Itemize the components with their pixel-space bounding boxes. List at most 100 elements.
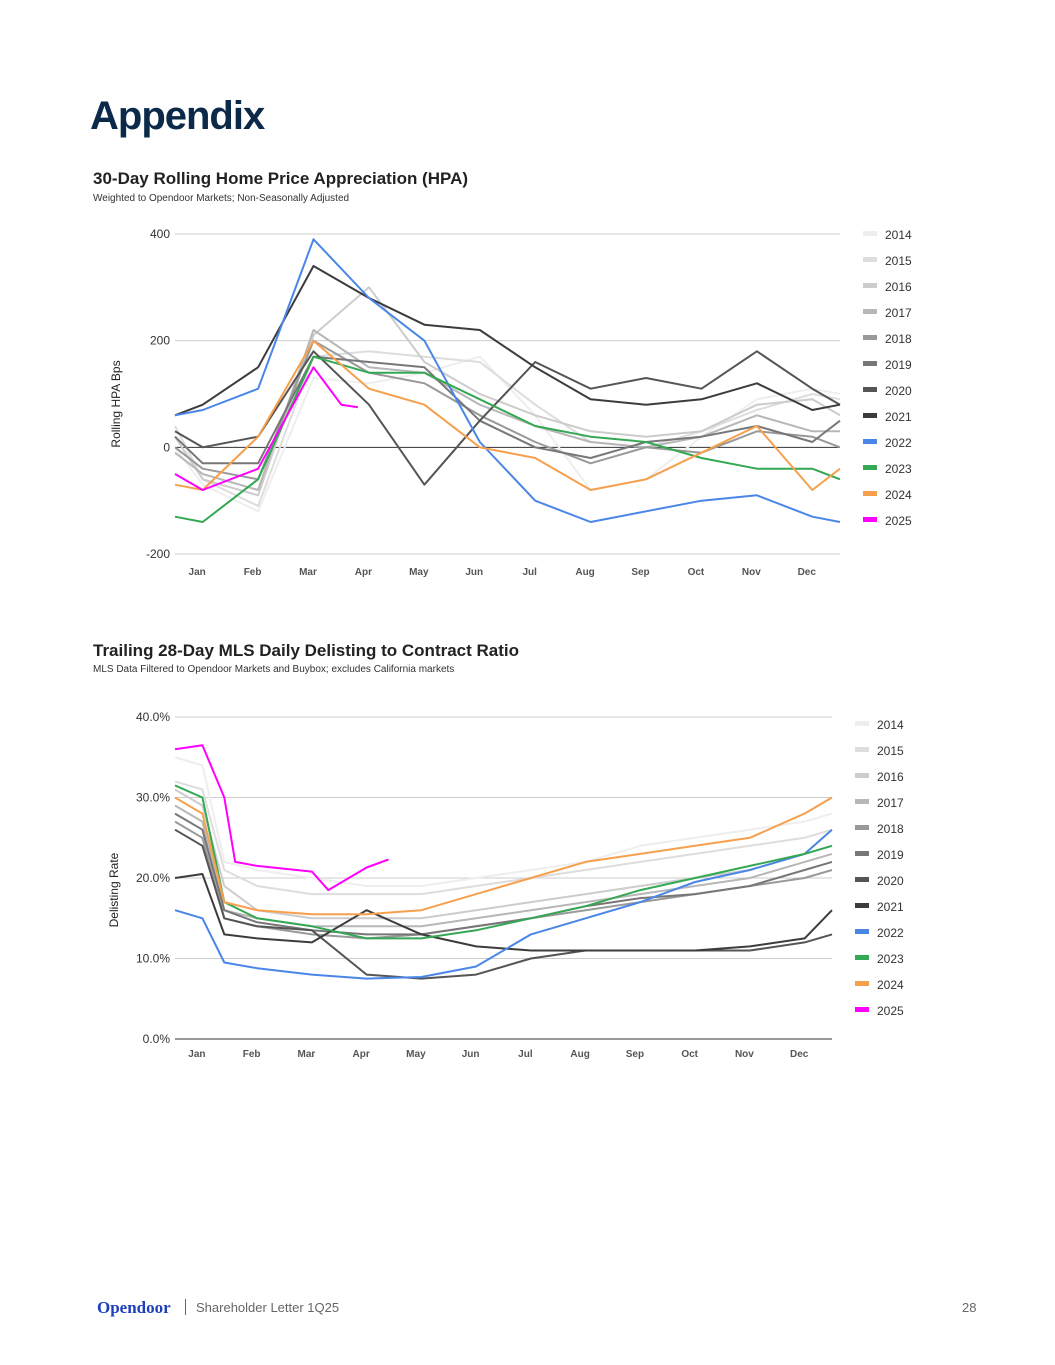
series-line-2015 — [174, 350, 841, 507]
legend-label-2020: 2020 — [885, 384, 912, 398]
legend-label-2023: 2023 — [885, 462, 912, 476]
series-line-2024 — [174, 796, 833, 916]
y-tick-label: 40.0% — [136, 710, 170, 724]
series-line-2016 — [174, 286, 841, 497]
legend-label-2016: 2016 — [885, 280, 912, 294]
legend-label-2015: 2015 — [877, 744, 904, 758]
series-line-2022 — [174, 828, 833, 980]
x-tick-label: May — [409, 567, 429, 578]
legend-swatch-2015 — [855, 747, 869, 752]
x-tick-label: Feb — [243, 1049, 261, 1060]
y-tick-label: 200 — [150, 334, 170, 348]
legend-label-2021: 2021 — [885, 410, 912, 424]
chart-subtitle-delisting: MLS Data Filtered to Opendoor Markets an… — [93, 664, 455, 675]
x-tick-label: Jan — [189, 567, 206, 578]
series-line-2025 — [174, 744, 389, 892]
series-line-2024 — [174, 339, 841, 491]
y-tick-label: -200 — [146, 547, 170, 561]
legend-swatch-2025 — [863, 517, 877, 522]
x-tick-label: Aug — [570, 1049, 589, 1060]
legend-swatch-2024 — [855, 981, 869, 986]
series-line-2023 — [174, 784, 833, 940]
delisting-chart: 40.0% 30.0% 20.0% 10.0% 0.0% Jan Feb Mar Apr May J… — [107, 710, 904, 1060]
x-tick-label: Mar — [298, 1049, 316, 1060]
x-tick-label: Nov — [742, 567, 761, 578]
legend-label-2021: 2021 — [877, 900, 904, 914]
x-tick-label: May — [406, 1049, 426, 1060]
legend-swatch-2021 — [855, 903, 869, 908]
chart-title-hpa: 30-Day Rolling Home Price Appreciation (… — [93, 169, 469, 188]
x-tick-label: Apr — [353, 1049, 370, 1060]
legend-label-2014: 2014 — [885, 228, 912, 242]
y-tick-label: 10.0% — [136, 952, 170, 966]
y-axis-label: Delisting Rate — [107, 852, 121, 927]
legend-label-2025: 2025 — [885, 514, 912, 528]
x-tick-label: Jun — [465, 567, 483, 578]
legend-swatch-2022 — [863, 439, 877, 444]
series-line-2019 — [174, 812, 833, 936]
legend-swatch-2021 — [863, 413, 877, 418]
x-tick-label: Aug — [575, 567, 594, 578]
legend-label-2015: 2015 — [885, 254, 912, 268]
opendoor-logo: Opendoor — [97, 1298, 171, 1317]
x-tick-label: Oct — [681, 1049, 698, 1060]
page-title: Appendix — [90, 94, 265, 138]
y-axis-label: Rolling HPA Bps — [109, 360, 123, 447]
series-line-2014 — [174, 756, 833, 887]
legend-label-2014: 2014 — [877, 718, 904, 732]
chart-subtitle-hpa: Weighted to Opendoor Markets; Non-Season… — [93, 193, 350, 204]
legend-swatch-2022 — [855, 929, 869, 934]
series-line-2014 — [174, 355, 841, 513]
legend-label-2024: 2024 — [885, 488, 912, 502]
legend-swatch-2014 — [863, 231, 877, 236]
legend-label-2023: 2023 — [877, 952, 904, 966]
legend-swatch-2017 — [863, 309, 877, 314]
legend-swatch-2016 — [863, 283, 877, 288]
y-tick-label: 20.0% — [136, 871, 170, 885]
legend-label-2017: 2017 — [885, 306, 912, 320]
series-line-2020 — [174, 828, 833, 980]
page-number: 28 — [962, 1300, 977, 1315]
x-tick-label: Nov — [735, 1049, 754, 1060]
legend-swatch-2016 — [855, 773, 869, 778]
series-line-2017 — [174, 804, 833, 928]
series-line-2015 — [174, 780, 833, 896]
x-tick-label: Feb — [244, 567, 262, 578]
series-line-2021 — [174, 873, 833, 952]
legend-label-2016: 2016 — [877, 770, 904, 784]
legend-label-2020: 2020 — [877, 874, 904, 888]
x-tick-label: Jan — [188, 1049, 205, 1060]
footer-document: Shareholder Letter 1Q25 — [196, 1300, 340, 1315]
legend-swatch-2023 — [863, 465, 877, 470]
x-tick-label: Sep — [631, 567, 649, 578]
legend-label-2018: 2018 — [885, 332, 912, 346]
series-line-2022 — [174, 238, 841, 523]
legend-swatch-2024 — [863, 491, 877, 496]
series-line-2018 — [174, 339, 841, 481]
legend-swatch-2017 — [855, 799, 869, 804]
x-tick-label: Apr — [355, 567, 372, 578]
legend-swatch-2019 — [855, 851, 869, 856]
legend-swatch-2018 — [863, 335, 877, 340]
legend-label-2019: 2019 — [885, 358, 912, 372]
x-tick-label: Jul — [518, 1049, 533, 1060]
series-line-2019 — [174, 355, 841, 465]
y-tick-label: 0.0% — [143, 1032, 171, 1046]
legend-label-2018: 2018 — [877, 822, 904, 836]
x-tick-label: Dec — [798, 567, 817, 578]
legend-label-2025: 2025 — [877, 1004, 904, 1018]
legend-swatch-2025 — [855, 1007, 869, 1012]
series-line-2025 — [174, 366, 359, 491]
x-tick-label: Dec — [790, 1049, 809, 1060]
legend-swatch-2014 — [855, 721, 869, 726]
series-line-2017 — [174, 329, 840, 491]
legend-swatch-2019 — [863, 361, 877, 366]
legend-swatch-2015 — [863, 257, 877, 262]
series-line-2021 — [174, 265, 841, 417]
x-tick-label: Mar — [299, 567, 317, 578]
series-line-2023 — [174, 355, 841, 523]
chart-title-delisting: Trailing 28-Day MLS Daily Delisting to C… — [93, 641, 520, 660]
y-tick-label: 30.0% — [136, 791, 170, 805]
x-tick-label: Oct — [688, 567, 705, 578]
